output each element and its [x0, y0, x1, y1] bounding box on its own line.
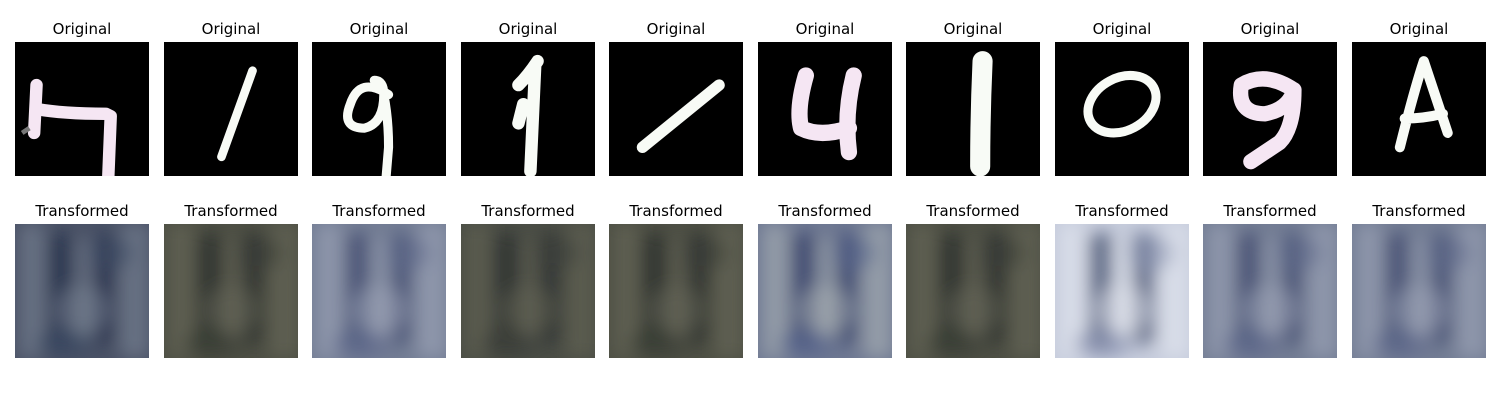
original-title: Original [1240, 20, 1300, 38]
transformed-image [15, 224, 149, 358]
transformed-image [1352, 224, 1486, 358]
transformed-image [312, 224, 446, 358]
original-digit-image [1055, 42, 1189, 176]
original-title: Original [1092, 20, 1152, 38]
original-digit-image [1203, 42, 1337, 176]
original-digit-image [1352, 42, 1486, 176]
transformed-image [758, 224, 892, 358]
transformed-image [1203, 224, 1337, 358]
original-title: Original [943, 20, 1003, 38]
transformed-title: Transformed [481, 202, 575, 220]
original-digit-image [164, 42, 298, 176]
transformed-title: Transformed [35, 202, 129, 220]
transformed-title: Transformed [1223, 202, 1317, 220]
transformed-title: Transformed [1075, 202, 1169, 220]
transformed-title: Transformed [629, 202, 723, 220]
original-digit-image [461, 42, 595, 176]
original-title: Original [498, 20, 558, 38]
original-title: Original [646, 20, 706, 38]
transformed-image [461, 224, 595, 358]
transformed-image [164, 224, 298, 358]
original-digit-image [312, 42, 446, 176]
original-digit-image [609, 42, 743, 176]
transformed-image [906, 224, 1040, 358]
original-digit-image [758, 42, 892, 176]
original-title: Original [52, 20, 112, 38]
transformed-title: Transformed [184, 202, 278, 220]
original-title: Original [349, 20, 409, 38]
original-title: Original [201, 20, 261, 38]
original-title: Original [1389, 20, 1449, 38]
transformed-image [1055, 224, 1189, 358]
transformed-title: Transformed [926, 202, 1020, 220]
transformed-title: Transformed [778, 202, 872, 220]
transformed-image [609, 224, 743, 358]
original-title: Original [795, 20, 855, 38]
transformed-title: Transformed [332, 202, 426, 220]
transformed-title: Transformed [1372, 202, 1466, 220]
original-digit-image [906, 42, 1040, 176]
original-digit-image [15, 42, 149, 176]
